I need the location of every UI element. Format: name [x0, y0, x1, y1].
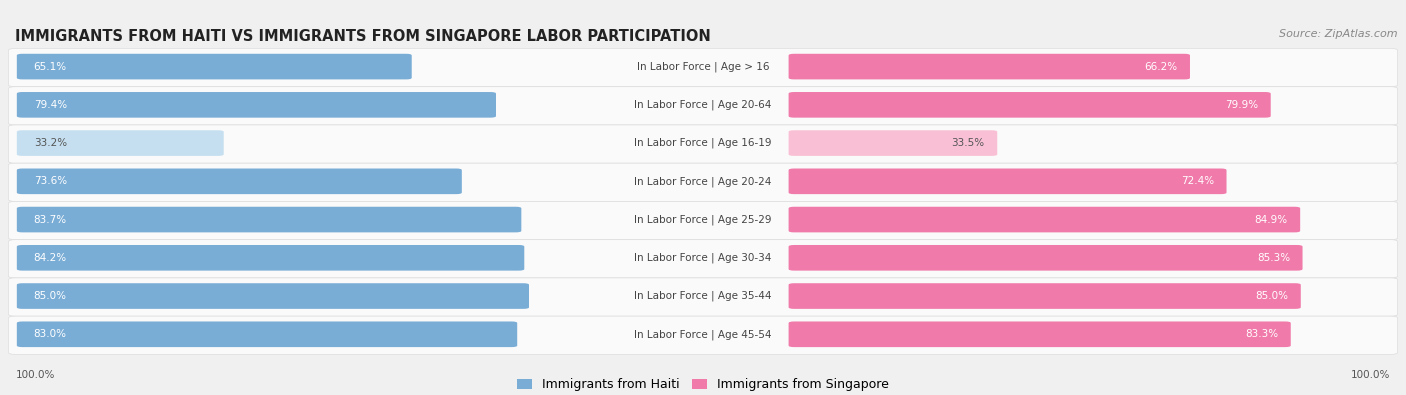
FancyBboxPatch shape: [8, 125, 1398, 163]
Text: In Labor Force | Age 35-44: In Labor Force | Age 35-44: [634, 291, 772, 301]
Text: 33.2%: 33.2%: [34, 138, 67, 148]
Text: 84.2%: 84.2%: [34, 253, 67, 263]
FancyBboxPatch shape: [17, 92, 496, 118]
Text: In Labor Force | Age 30-34: In Labor Force | Age 30-34: [634, 252, 772, 263]
FancyBboxPatch shape: [8, 49, 1398, 87]
Text: 100.0%: 100.0%: [1351, 370, 1391, 380]
FancyBboxPatch shape: [17, 169, 461, 194]
FancyBboxPatch shape: [789, 169, 1226, 194]
FancyBboxPatch shape: [8, 316, 1398, 354]
Text: In Labor Force | Age > 16: In Labor Force | Age > 16: [637, 61, 769, 72]
FancyBboxPatch shape: [17, 130, 224, 156]
Text: 85.0%: 85.0%: [1256, 291, 1288, 301]
Text: 100.0%: 100.0%: [15, 370, 55, 380]
FancyBboxPatch shape: [8, 87, 1398, 125]
Text: 72.4%: 72.4%: [1181, 176, 1213, 186]
Text: In Labor Force | Age 20-24: In Labor Force | Age 20-24: [634, 176, 772, 186]
Text: 79.4%: 79.4%: [34, 100, 67, 110]
FancyBboxPatch shape: [789, 207, 1301, 232]
Text: 79.9%: 79.9%: [1225, 100, 1258, 110]
FancyBboxPatch shape: [789, 283, 1301, 309]
Text: In Labor Force | Age 16-19: In Labor Force | Age 16-19: [634, 138, 772, 149]
Text: 66.2%: 66.2%: [1144, 62, 1177, 71]
Text: 85.0%: 85.0%: [34, 291, 66, 301]
Text: In Labor Force | Age 45-54: In Labor Force | Age 45-54: [634, 329, 772, 340]
Text: 73.6%: 73.6%: [34, 176, 67, 186]
FancyBboxPatch shape: [789, 92, 1271, 118]
FancyBboxPatch shape: [8, 240, 1398, 278]
FancyBboxPatch shape: [17, 245, 524, 271]
Text: 85.3%: 85.3%: [1257, 253, 1289, 263]
FancyBboxPatch shape: [17, 322, 517, 347]
FancyBboxPatch shape: [17, 283, 529, 309]
Text: 33.5%: 33.5%: [952, 138, 984, 148]
Text: 83.7%: 83.7%: [34, 214, 67, 225]
FancyBboxPatch shape: [789, 130, 997, 156]
FancyBboxPatch shape: [789, 322, 1291, 347]
FancyBboxPatch shape: [8, 201, 1398, 240]
FancyBboxPatch shape: [8, 163, 1398, 201]
Text: In Labor Force | Age 25-29: In Labor Force | Age 25-29: [634, 214, 772, 225]
Text: 83.3%: 83.3%: [1244, 329, 1278, 339]
FancyBboxPatch shape: [17, 207, 522, 232]
Text: In Labor Force | Age 20-64: In Labor Force | Age 20-64: [634, 100, 772, 110]
FancyBboxPatch shape: [17, 54, 412, 79]
Text: 83.0%: 83.0%: [34, 329, 66, 339]
FancyBboxPatch shape: [789, 54, 1189, 79]
Text: 65.1%: 65.1%: [34, 62, 67, 71]
Text: 84.9%: 84.9%: [1254, 214, 1288, 225]
Text: Source: ZipAtlas.com: Source: ZipAtlas.com: [1279, 29, 1398, 39]
Legend: Immigrants from Haiti, Immigrants from Singapore: Immigrants from Haiti, Immigrants from S…: [517, 378, 889, 391]
Text: IMMIGRANTS FROM HAITI VS IMMIGRANTS FROM SINGAPORE LABOR PARTICIPATION: IMMIGRANTS FROM HAITI VS IMMIGRANTS FROM…: [15, 29, 711, 44]
FancyBboxPatch shape: [8, 278, 1398, 316]
FancyBboxPatch shape: [789, 245, 1302, 271]
